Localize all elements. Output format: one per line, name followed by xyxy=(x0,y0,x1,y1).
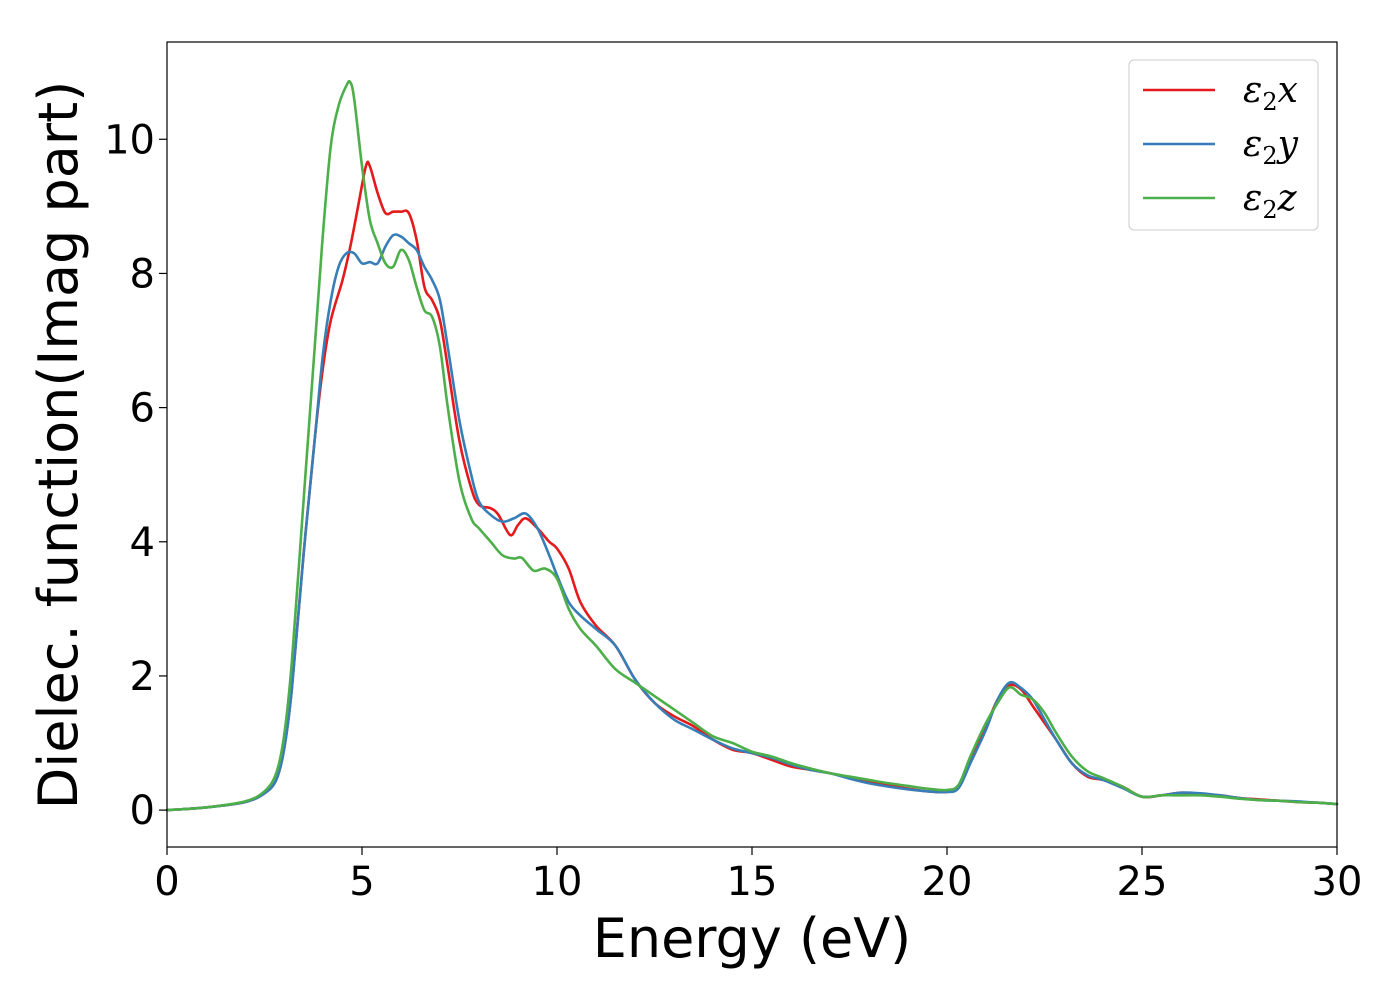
x-tick-label: 20 xyxy=(922,859,973,905)
y-tick-label: 0 xyxy=(130,788,155,834)
y-tick-label: 6 xyxy=(130,386,155,432)
x-axis-label: Energy (eV) xyxy=(593,907,912,970)
y-tick-label: 8 xyxy=(130,251,155,297)
y-tick-label: 2 xyxy=(130,654,155,700)
x-tick-label: 0 xyxy=(154,859,179,905)
legend-label-x: ε2x xyxy=(1243,70,1298,116)
x-tick-label: 25 xyxy=(1117,859,1168,905)
legend: ε2x ε2y ε2z xyxy=(1128,59,1319,231)
y-axis-label: Dielec. function(Imag part) xyxy=(27,81,90,810)
x-tick-label: 15 xyxy=(727,859,778,905)
series-lines xyxy=(165,79,1339,812)
x-tick-label: 5 xyxy=(349,859,374,905)
x-tick-label: 10 xyxy=(532,859,583,905)
legend-label-y: ε2y xyxy=(1243,124,1299,170)
y-tick-label: 4 xyxy=(130,520,155,566)
y-tick-label: 10 xyxy=(104,117,155,163)
series-line-y xyxy=(165,233,1339,812)
series-line-z xyxy=(165,79,1339,812)
x-axis: 0 5 10 15 20 25 30 xyxy=(154,847,1362,905)
x-tick-label: 30 xyxy=(1312,859,1363,905)
legend-label-z: ε2z xyxy=(1243,178,1298,224)
y-axis: 0 2 4 6 8 10 xyxy=(104,117,167,834)
legend-box xyxy=(1128,59,1319,231)
